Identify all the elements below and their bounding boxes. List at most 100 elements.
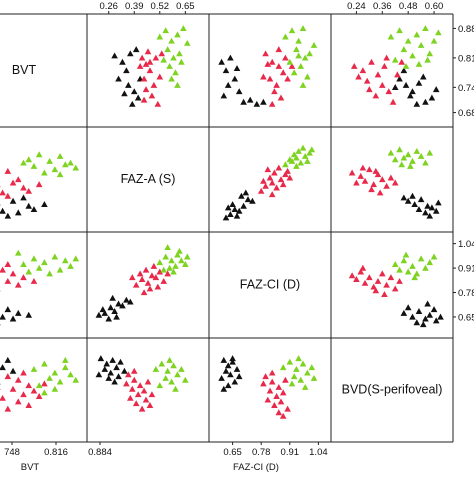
data-point-group-2 [182,261,189,267]
data-point-group-1 [146,58,154,65]
data-point-group-1 [4,373,12,380]
data-point-group-1 [132,400,140,407]
data-point-group-1 [262,50,269,57]
data-point-group-2 [176,247,183,254]
data-point-group-1 [140,387,148,394]
data-point-group-2 [152,365,160,372]
data-point-group-1 [275,409,283,416]
data-point-group-0 [30,206,38,213]
data-point-group-1 [350,62,358,69]
data-point-group-2 [282,33,289,40]
scatter-cell-r1-c0 [0,151,80,219]
data-point-group-0 [242,189,250,196]
data-point-group-1 [25,187,33,194]
data-point-group-0 [218,374,225,381]
data-point-group-1 [268,58,276,65]
data-point-group-0 [115,300,122,307]
data-point-group-2 [301,152,309,159]
scatter-cell-r1-c2 [222,144,316,221]
data-point-group-1 [383,54,390,61]
data-point-group-1 [123,380,130,387]
data-point-group-1 [4,192,12,199]
data-point-group-0 [222,214,230,221]
bottom-tick-label: 0.78 [252,447,271,458]
data-point-group-2 [162,27,169,34]
data-point-group-0 [115,373,122,380]
data-point-group-1 [353,276,360,282]
data-point-group-2 [396,27,403,34]
data-point-group-1 [374,171,382,178]
data-point-group-2 [62,257,69,264]
data-point-group-1 [359,164,367,171]
data-point-group-1 [368,186,375,193]
data-point-group-0 [235,373,243,380]
data-point-group-2 [310,41,318,48]
data-point-group-2 [424,56,431,63]
data-point-group-2 [166,264,173,271]
data-point-group-1 [268,191,276,198]
data-point-group-1 [394,71,401,78]
data-point-group-0 [437,313,444,320]
data-point-group-2 [426,50,434,57]
data-point-group-2 [306,50,313,57]
data-point-group-2 [308,146,316,153]
data-point-group-2 [62,356,69,363]
data-point-group-1 [355,73,362,80]
data-point-group-0 [107,369,114,376]
data-point-group-0 [402,81,410,88]
data-point-group-1 [391,285,399,292]
data-point-group-0 [231,206,239,213]
data-point-group-0 [233,212,241,219]
bottom-tick-label: 1.04 [309,447,328,458]
data-point-group-0 [404,197,412,204]
data-point-group-2 [288,27,296,34]
data-point-group-2 [56,266,64,273]
data-point-group-1 [273,81,280,88]
bottom-tick-label: 0.91 [281,447,300,458]
data-point-group-1 [152,274,160,281]
data-point-group-0 [419,73,427,80]
data-point-group-2 [168,378,175,385]
data-point-group-0 [415,308,423,314]
data-point-group-1 [20,274,27,281]
data-point-group-1 [132,281,140,288]
data-point-group-2 [174,251,181,258]
data-point-group-0 [95,311,103,318]
data-point-group-0 [220,356,228,363]
data-point-group-0 [435,199,442,206]
data-point-group-2 [156,33,164,40]
data-point-group-2 [295,147,302,154]
data-point-group-1 [282,171,289,178]
top-tick-label: 0.26 [99,1,118,12]
data-point-group-1 [277,176,285,183]
data-point-group-1 [396,277,403,284]
data-point-group-1 [376,189,384,196]
data-point-group-0 [25,311,33,318]
data-point-group-1 [275,383,283,390]
data-point-group-1 [288,62,296,69]
data-point-group-1 [363,77,371,84]
data-point-group-1 [385,88,393,95]
data-point-group-2 [20,261,27,267]
data-point-group-2 [290,69,298,76]
data-point-group-1 [260,380,267,387]
data-point-group-1 [0,388,1,390]
data-point-group-2 [56,171,64,178]
data-point-group-1 [142,86,150,93]
data-point-group-2 [164,46,171,53]
data-point-group-1 [4,261,12,267]
data-point-group-2 [402,62,410,69]
data-point-group-1 [271,88,278,95]
data-point-group-1 [368,58,375,65]
data-point-group-1 [136,62,144,69]
data-point-group-2 [387,149,395,156]
data-point-group-0 [0,207,6,214]
data-point-group-0 [233,65,241,72]
data-point-group-1 [273,393,280,399]
right-tick-label: 0.78 [458,288,474,299]
data-point-group-1 [279,389,287,396]
data-point-group-2 [396,146,403,153]
data-point-group-1 [154,283,162,290]
data-point-group-2 [14,249,22,256]
top-tick-label: 0.36 [373,1,392,12]
